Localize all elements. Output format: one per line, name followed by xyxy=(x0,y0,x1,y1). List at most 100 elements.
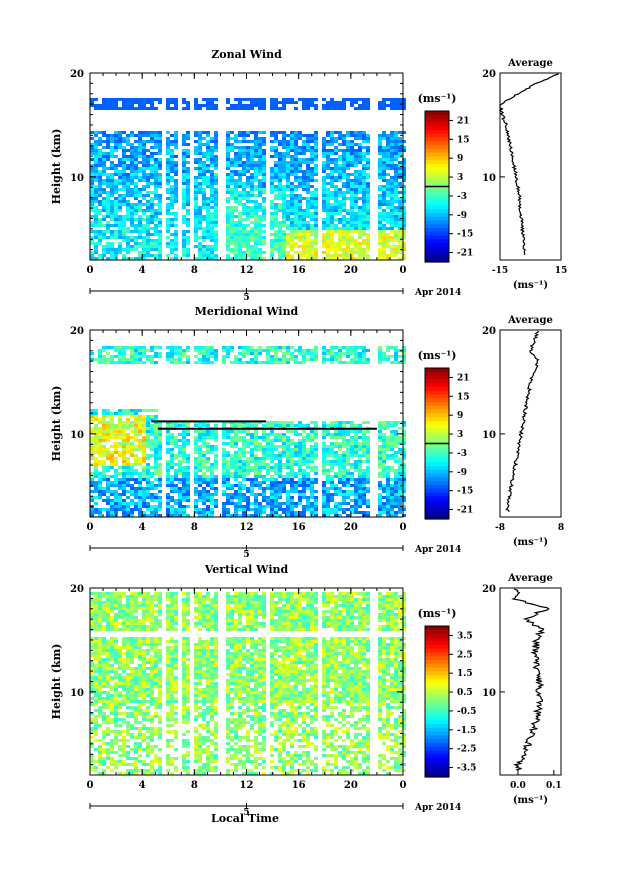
y-tick-label: 20 xyxy=(70,69,84,80)
colorbar-tick: 9 xyxy=(457,411,463,421)
y-axis-label: Height (km) xyxy=(50,644,63,720)
colorbar-tick: -9 xyxy=(457,468,467,478)
x-tick-label: 0 xyxy=(400,780,407,791)
x-tick-label: 4 xyxy=(139,265,146,276)
panel-1 xyxy=(89,72,562,294)
average-x-tick: 0.1 xyxy=(546,781,562,791)
date-label: Apr 2014 xyxy=(414,803,461,813)
y-tick-label: 20 xyxy=(70,326,84,337)
colorbar-tick: 2.5 xyxy=(457,650,473,660)
colorbar-tick: 15 xyxy=(457,135,470,145)
colorbar-tick: 3.5 xyxy=(457,631,473,641)
colorbar-tick: 3 xyxy=(457,430,463,440)
average-x-tick: -15 xyxy=(492,266,508,276)
x-tick-label: 8 xyxy=(191,780,198,791)
x-tick-label: 4 xyxy=(139,780,146,791)
heatmap-cells xyxy=(90,592,406,775)
average-y-tick: 10 xyxy=(482,430,496,441)
average-x-tick: 0.0 xyxy=(510,781,526,791)
x-tick-label: 20 xyxy=(344,265,358,276)
colorbar-tick: 21 xyxy=(457,373,470,383)
panel-title: Vertical Wind xyxy=(204,563,289,576)
colorbar xyxy=(424,625,453,778)
x-tick-label: 12 xyxy=(240,265,254,276)
average-y-tick: 10 xyxy=(482,688,496,699)
colorbar-tick: 0.5 xyxy=(457,688,473,698)
colorbar-tick: -2.5 xyxy=(457,745,476,755)
colorbar-tick: -3.5 xyxy=(457,764,476,774)
colorbar-tick: -0.5 xyxy=(457,707,476,717)
colorbar xyxy=(424,367,453,520)
colorbar-unit: (ms⁻¹) xyxy=(418,349,457,362)
average-x-tick: 15 xyxy=(555,266,568,276)
date-day-label: 5 xyxy=(243,550,249,560)
average-profile-line xyxy=(511,588,550,771)
x-tick-label: 0 xyxy=(87,522,94,533)
average-profile xyxy=(499,587,562,776)
colorbar-tick: 15 xyxy=(457,392,470,402)
colorbar-unit: (ms⁻¹) xyxy=(418,92,457,105)
colorbar-tick: -3 xyxy=(457,449,467,459)
x-tick-label: 0 xyxy=(400,522,407,533)
average-y-tick: 10 xyxy=(482,173,496,184)
x-tick-label: 8 xyxy=(191,522,198,533)
date-label: Apr 2014 xyxy=(414,545,461,555)
y-tick-label: 10 xyxy=(70,688,84,699)
x-tick-label: 12 xyxy=(240,780,254,791)
colorbar-tick: 1.5 xyxy=(457,669,473,679)
colorbar-tick: 9 xyxy=(457,154,463,164)
average-profile-line xyxy=(505,330,540,512)
average-y-tick: 20 xyxy=(482,326,496,337)
average-y-tick: 20 xyxy=(482,584,496,595)
colorbar-tick: -1.5 xyxy=(457,726,476,736)
x-axis-label: Local Time xyxy=(211,812,279,825)
x-tick-label: 8 xyxy=(191,265,198,276)
heatmap-cells xyxy=(90,98,406,260)
x-tick-label: 4 xyxy=(139,522,146,533)
colorbar-tick: -9 xyxy=(457,211,467,221)
colorbar-tick: -15 xyxy=(457,230,473,240)
date-day-label: 5 xyxy=(243,293,249,303)
colorbar-unit: (ms⁻¹) xyxy=(418,607,457,620)
average-profile-line xyxy=(498,73,559,255)
y-tick-label: 10 xyxy=(70,430,84,441)
average-profile xyxy=(498,72,562,261)
x-tick-label: 16 xyxy=(292,522,306,533)
colorbar-tick: -3 xyxy=(457,192,467,202)
x-tick-label: 12 xyxy=(240,522,254,533)
heatmap-cells xyxy=(90,346,406,517)
colorbar-tick: 3 xyxy=(457,173,463,183)
y-tick-label: 10 xyxy=(70,173,84,184)
x-tick-label: 0 xyxy=(87,780,94,791)
date-day-label: 5 xyxy=(243,808,249,818)
average-x-tick: -8 xyxy=(495,523,505,533)
average-profile xyxy=(499,329,562,518)
x-tick-label: 20 xyxy=(344,780,358,791)
y-tick-label: 20 xyxy=(70,584,84,595)
colorbar xyxy=(424,110,453,263)
y-axis-label: Height (km) xyxy=(50,386,63,462)
average-title: Average xyxy=(507,315,553,326)
average-title: Average xyxy=(507,58,553,69)
panel-title: Zonal Wind xyxy=(211,48,282,61)
colorbar-tick: -21 xyxy=(457,506,473,516)
x-tick-label: 16 xyxy=(292,265,306,276)
x-tick-label: 20 xyxy=(344,522,358,533)
y-axis-label: Height (km) xyxy=(50,129,63,205)
x-tick-label: 0 xyxy=(400,265,407,276)
average-y-tick: 20 xyxy=(482,69,496,80)
panel-title: Meridional Wind xyxy=(195,305,299,318)
average-unit: (ms⁻¹) xyxy=(513,795,548,806)
average-unit: (ms⁻¹) xyxy=(513,537,548,548)
panel-2 xyxy=(89,329,562,551)
average-title: Average xyxy=(507,573,553,584)
x-tick-label: 0 xyxy=(87,265,94,276)
x-tick-label: 16 xyxy=(292,780,306,791)
colorbar-tick: 21 xyxy=(457,116,470,126)
average-x-tick: 8 xyxy=(558,523,564,533)
colorbar-tick: -21 xyxy=(457,249,473,259)
panel-3 xyxy=(89,587,562,809)
average-unit: (ms⁻¹) xyxy=(513,280,548,291)
date-label: Apr 2014 xyxy=(414,288,461,298)
